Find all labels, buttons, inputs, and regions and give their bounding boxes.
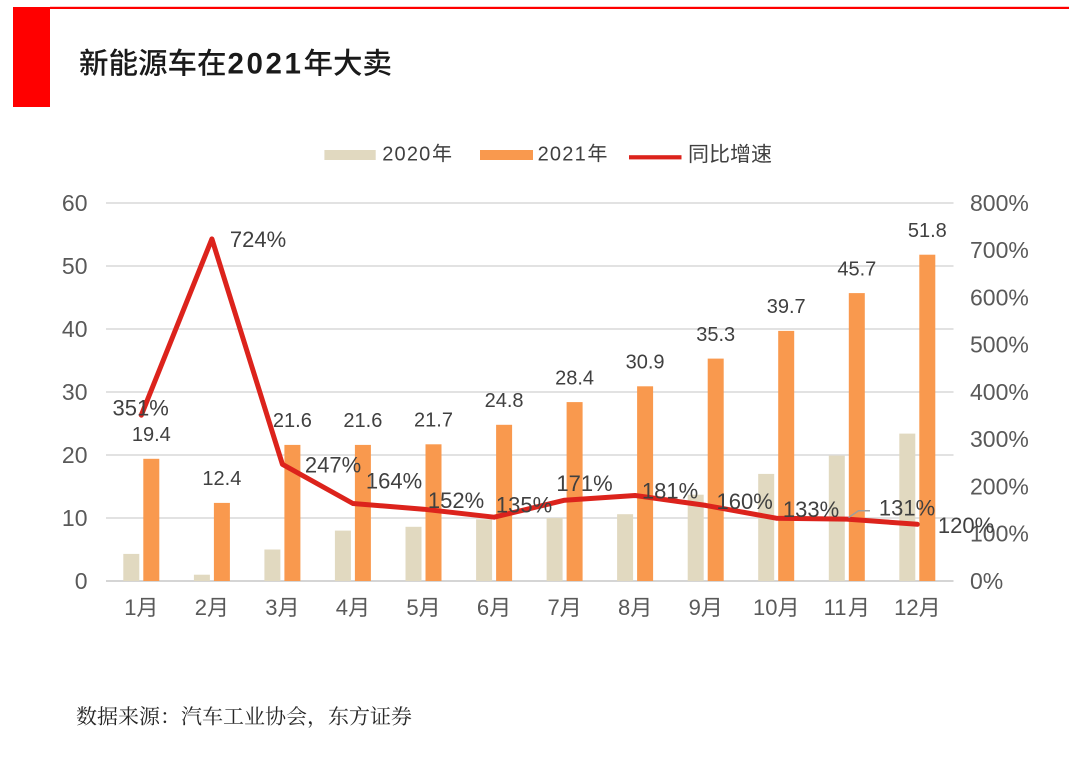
svg-text:152%: 152% [428, 488, 484, 513]
svg-text:6: 6 [477, 595, 489, 620]
svg-text:135%: 135% [496, 493, 552, 518]
svg-text:12: 12 [894, 595, 918, 620]
svg-text:9: 9 [689, 595, 701, 620]
svg-text:700%: 700% [970, 237, 1029, 263]
svg-text:171%: 171% [556, 471, 612, 496]
svg-text:2021: 2021 [228, 48, 304, 81]
svg-text:20: 20 [62, 442, 88, 468]
svg-text:60: 60 [62, 190, 88, 216]
svg-text:39.7: 39.7 [767, 296, 806, 318]
svg-text:131%: 131% [879, 495, 935, 520]
svg-text:120%: 120% [938, 513, 994, 538]
svg-text:11: 11 [824, 595, 847, 620]
svg-text:247%: 247% [305, 453, 361, 478]
svg-text:12.4: 12.4 [202, 468, 241, 490]
svg-text:10: 10 [753, 595, 777, 620]
svg-text:21.6: 21.6 [273, 410, 312, 432]
svg-text:600%: 600% [970, 284, 1029, 310]
svg-text:19.4: 19.4 [132, 424, 171, 446]
svg-text:400%: 400% [970, 379, 1029, 405]
svg-text:21.7: 21.7 [414, 410, 453, 432]
svg-text:21.6: 21.6 [343, 410, 382, 432]
svg-text:30: 30 [62, 379, 88, 405]
svg-text:4: 4 [336, 595, 348, 620]
svg-text:5: 5 [406, 595, 418, 620]
svg-text:50: 50 [62, 253, 88, 279]
svg-text:160%: 160% [717, 489, 773, 514]
svg-text:351%: 351% [113, 396, 169, 421]
svg-text:30.9: 30.9 [626, 352, 665, 374]
svg-text:2: 2 [195, 595, 207, 620]
svg-text:200%: 200% [970, 473, 1029, 499]
svg-text:24.8: 24.8 [485, 390, 524, 412]
svg-text:164%: 164% [366, 469, 422, 494]
svg-text:7: 7 [548, 595, 560, 620]
svg-text:35.3: 35.3 [696, 324, 735, 346]
svg-text:40: 40 [62, 316, 88, 342]
svg-text:0%: 0% [970, 568, 1003, 594]
svg-text:2021: 2021 [538, 144, 587, 166]
svg-text:1: 1 [124, 595, 136, 620]
svg-text:300%: 300% [970, 426, 1029, 452]
svg-text:724%: 724% [230, 227, 286, 252]
svg-text:10: 10 [62, 505, 88, 531]
svg-text:800%: 800% [970, 190, 1029, 216]
svg-text:500%: 500% [970, 332, 1029, 358]
svg-text:0: 0 [75, 568, 88, 594]
svg-text:133%: 133% [783, 497, 839, 522]
svg-text:2020: 2020 [382, 144, 431, 166]
svg-text:3: 3 [265, 595, 277, 620]
svg-text:45.7: 45.7 [837, 258, 876, 280]
svg-text:51.8: 51.8 [908, 220, 947, 242]
svg-text:8: 8 [618, 595, 630, 620]
svg-text:28.4: 28.4 [555, 367, 594, 389]
svg-text:181%: 181% [642, 479, 698, 504]
svg-text:100%: 100% [970, 521, 1029, 547]
